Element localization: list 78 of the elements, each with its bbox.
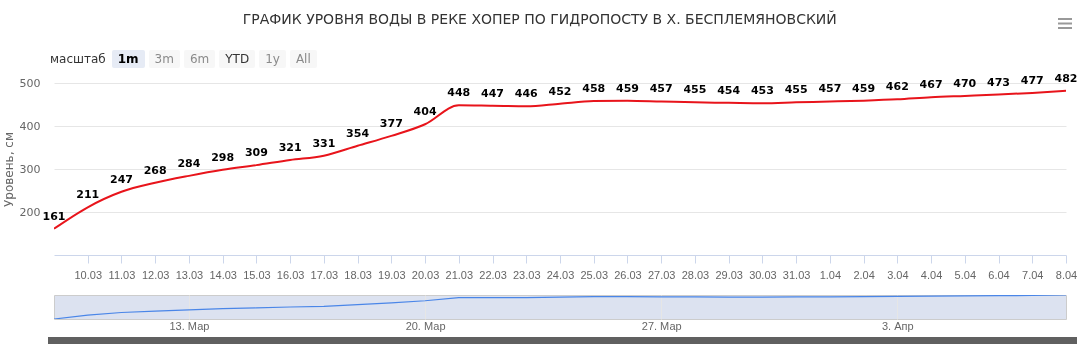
x-tick-label: 25.03 (580, 268, 608, 281)
text: YTD (219, 50, 256, 68)
data-label: 455 (784, 83, 808, 97)
data-label: 377 (379, 116, 403, 130)
text: All (289, 50, 317, 68)
x-tick-label: 15.03 (243, 268, 271, 281)
x-tick-label: 27. Мар (641, 319, 682, 332)
x-tick-label: 24.03 (546, 268, 575, 281)
x-tick-label: 10.03 (74, 268, 102, 281)
x-tick-label: 20.03 (411, 268, 440, 281)
data-label: 467 (919, 78, 943, 92)
data-label: 459 (852, 81, 876, 95)
data-label: 470 (953, 76, 977, 90)
x-tick-label: 29.03 (715, 268, 743, 281)
chart-title: ГРАФИК УРОВНЯ ВОДЫ В РЕКЕ ХОПЕР ПО ГИДРОПОСТУ В Х. БЕСПЛЕМЯНОВСКИЙ (242, 9, 837, 27)
x-tick-label: 3.04 (887, 268, 909, 281)
data-label: 284 (177, 156, 201, 170)
y-axis-title: Уровень, см (1, 132, 16, 207)
x-tick-label: 4.04 (920, 268, 943, 281)
y-tick-label: 500 (19, 76, 41, 90)
data-label: 452 (548, 84, 572, 98)
data-label: 298 (211, 150, 235, 164)
data-label: 331 (312, 136, 336, 150)
text: 3m (148, 50, 180, 68)
data-label: 247 (109, 172, 133, 186)
x-tick-label: 30.03 (749, 268, 777, 281)
data-label: 448 (447, 86, 471, 100)
data-label: 462 (885, 80, 909, 94)
y-tick-label: 400 (19, 119, 41, 133)
x-tick-label: 7.04 (1022, 268, 1044, 281)
data-label: 211 (76, 188, 100, 202)
data-label: 457 (649, 82, 673, 96)
data-label: 454 (717, 83, 741, 97)
data-label: 354 (346, 126, 370, 140)
x-tick-label: 26.03 (614, 268, 642, 281)
x-tick-label: 1.04 (819, 268, 842, 281)
data-label: 482 (1054, 71, 1078, 85)
data-label: 404 (413, 105, 437, 119)
x-tick-label: 3. Апр (882, 319, 914, 332)
data-label: 309 (244, 146, 268, 160)
x-tick-label: 27.03 (647, 268, 676, 281)
y-tick-label: 200 (19, 205, 41, 219)
data-label: 473 (987, 75, 1011, 89)
x-tick-label: 21.03 (445, 268, 474, 281)
x-tick-label: 14.03 (209, 268, 237, 281)
x-tick-label: 2.04 (853, 268, 875, 281)
data-label: 453 (750, 84, 774, 98)
x-tick-label: 11.03 (108, 268, 136, 281)
x-tick-label: 22.03 (479, 268, 507, 281)
x-tick-label: 13.03 (175, 268, 204, 281)
x-tick-label: 17.03 (310, 268, 339, 281)
x-tick-label: 6.04 (988, 268, 1010, 281)
data-label: 321 (278, 140, 302, 154)
text: 1m (111, 50, 145, 68)
data-label: 458 (582, 82, 606, 96)
text: масштаб (49, 51, 107, 68)
data-label: 455 (683, 83, 707, 97)
x-tick-label: 18.03 (344, 268, 372, 281)
x-tick-label: 31.03 (782, 268, 811, 281)
text: 6m (183, 50, 216, 68)
data-label: 457 (818, 82, 842, 96)
x-tick-label: 23.03 (513, 268, 541, 281)
x-tick-label: 16.03 (276, 268, 305, 281)
data-label: 268 (143, 163, 167, 177)
y-tick-label: 300 (19, 162, 41, 176)
text: 1y (259, 50, 286, 68)
x-tick-label: 28.03 (681, 268, 710, 281)
data-label: 459 (615, 81, 639, 95)
x-tick-label: 12.03 (141, 268, 170, 281)
x-tick-label: 13. Мар (169, 319, 210, 332)
data-label: 477 (1020, 73, 1044, 87)
x-tick-label: 20. Мар (405, 319, 446, 332)
x-tick-label: 5.04 (954, 268, 977, 281)
data-label: 161 (42, 209, 66, 223)
data-label: 446 (514, 87, 539, 101)
x-tick-label: 19.03 (378, 268, 406, 281)
x-tick-label: 8.04 (1055, 268, 1078, 281)
data-label: 447 (481, 86, 505, 100)
